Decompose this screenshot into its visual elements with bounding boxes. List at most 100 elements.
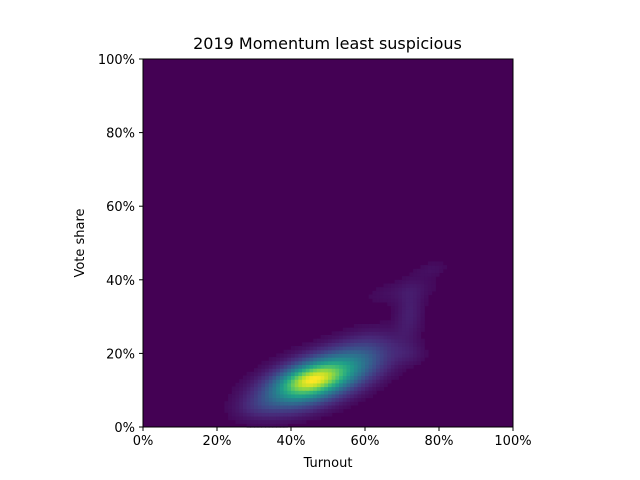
heatmap-cell bbox=[316, 379, 322, 384]
heatmap-cell bbox=[305, 386, 311, 391]
heatmap-cell bbox=[376, 353, 381, 358]
heatmap-cell bbox=[305, 346, 311, 351]
heatmap-cell bbox=[416, 283, 422, 288]
heatmap-cell bbox=[394, 327, 399, 332]
heatmap-cell bbox=[390, 298, 396, 303]
heatmap-cell bbox=[383, 283, 388, 288]
heatmap-cell bbox=[320, 375, 325, 380]
heatmap-cell bbox=[342, 338, 348, 343]
heatmap-cell bbox=[291, 390, 296, 395]
heatmap-cell bbox=[368, 390, 373, 395]
heatmap-cell bbox=[424, 349, 429, 354]
heatmap-cell bbox=[265, 364, 270, 369]
heatmap-cell bbox=[376, 323, 381, 329]
heatmap-cell bbox=[405, 290, 410, 296]
heatmap-cell bbox=[279, 397, 285, 402]
heatmap-cell bbox=[316, 404, 322, 410]
heatmap-cell bbox=[416, 320, 422, 325]
heatmap-cell bbox=[376, 386, 381, 391]
heatmap-cell bbox=[339, 386, 344, 391]
heatmap-cell bbox=[376, 364, 381, 369]
heatmap-cell bbox=[257, 375, 262, 380]
heatmap-cell bbox=[427, 261, 433, 266]
y-axis-label: Vote share bbox=[73, 208, 88, 277]
heatmap-cell bbox=[342, 382, 348, 388]
heatmap-cell bbox=[231, 390, 237, 395]
heatmap-cell bbox=[346, 375, 351, 380]
heatmap-cell bbox=[279, 353, 285, 358]
heatmap-cell bbox=[379, 364, 385, 369]
heatmap-cell bbox=[272, 364, 277, 369]
heatmap-cell bbox=[324, 342, 329, 347]
heatmap-cell bbox=[339, 349, 344, 354]
heatmap-cell bbox=[405, 364, 410, 369]
heatmap-cell bbox=[346, 393, 351, 399]
heatmap-cell bbox=[346, 342, 351, 347]
heatmap-cell bbox=[368, 364, 373, 369]
heatmap-cell bbox=[257, 412, 262, 417]
heatmap-cell bbox=[339, 331, 344, 336]
heatmap-cell bbox=[342, 390, 348, 395]
heatmap-cell bbox=[328, 335, 333, 340]
heatmap-cell bbox=[265, 404, 270, 410]
heatmap-cell bbox=[387, 346, 392, 351]
heatmap-cell bbox=[231, 386, 237, 391]
heatmap-cell bbox=[294, 393, 299, 399]
heatmap-cell bbox=[294, 419, 299, 424]
heatmap-cell bbox=[287, 360, 292, 366]
heatmap-cell bbox=[383, 335, 388, 340]
heatmap-cell bbox=[405, 353, 410, 358]
x-tick-label: 20% bbox=[203, 434, 232, 449]
heatmap-cell bbox=[424, 353, 429, 358]
heatmap-cell bbox=[324, 335, 329, 340]
heatmap-cell bbox=[313, 379, 318, 384]
heatmap-cell bbox=[309, 371, 314, 377]
heatmap-cell bbox=[387, 323, 392, 329]
heatmap-cell bbox=[372, 364, 377, 369]
heatmap-cell bbox=[309, 412, 314, 417]
heatmap-cell bbox=[339, 371, 344, 377]
heatmap-cell bbox=[313, 371, 318, 377]
heatmap-cell bbox=[402, 327, 407, 332]
heatmap-cell bbox=[246, 401, 251, 406]
heatmap-cell bbox=[287, 404, 292, 410]
heatmap-cell bbox=[365, 360, 370, 366]
heatmap-cell bbox=[361, 397, 366, 402]
heatmap-cell bbox=[268, 393, 274, 399]
x-tick-label: 80% bbox=[425, 434, 454, 449]
heatmap-cell bbox=[339, 342, 344, 347]
heatmap-cell bbox=[254, 397, 259, 402]
heatmap-cell bbox=[342, 404, 348, 410]
heatmap-cell bbox=[368, 382, 373, 388]
heatmap-cell bbox=[387, 349, 392, 354]
heatmap-cell bbox=[383, 287, 388, 292]
heatmap-cell bbox=[316, 397, 322, 402]
heatmap-cell bbox=[394, 305, 399, 310]
heatmap-cell bbox=[365, 357, 370, 362]
heatmap-cell bbox=[339, 364, 344, 369]
heatmap-cell bbox=[413, 283, 418, 288]
heatmap-cell bbox=[416, 272, 422, 277]
heatmap-cell bbox=[261, 412, 266, 417]
heatmap-cell bbox=[420, 268, 425, 274]
heatmap-cell bbox=[316, 386, 322, 391]
heatmap-cell bbox=[298, 353, 303, 358]
heatmap-cell bbox=[405, 309, 410, 314]
heatmap-cell bbox=[265, 390, 270, 395]
x-tick-label: 0% bbox=[133, 434, 154, 449]
heatmap-cell bbox=[353, 371, 359, 377]
heatmap-cell bbox=[257, 415, 262, 421]
heatmap-cell bbox=[387, 342, 392, 347]
heatmap-cell bbox=[335, 335, 340, 340]
heatmap-cell bbox=[339, 382, 344, 388]
heatmap-cell bbox=[231, 404, 237, 410]
heatmap-cell bbox=[394, 371, 399, 377]
heatmap-cell bbox=[250, 379, 255, 384]
heatmap-cell bbox=[320, 404, 325, 410]
heatmap-cell bbox=[342, 379, 348, 384]
heatmap-cell bbox=[309, 360, 314, 366]
heatmap-cell bbox=[368, 323, 373, 329]
heatmap-cell bbox=[398, 287, 403, 292]
heatmap-cell bbox=[291, 349, 296, 354]
heatmap-cell bbox=[394, 316, 399, 321]
